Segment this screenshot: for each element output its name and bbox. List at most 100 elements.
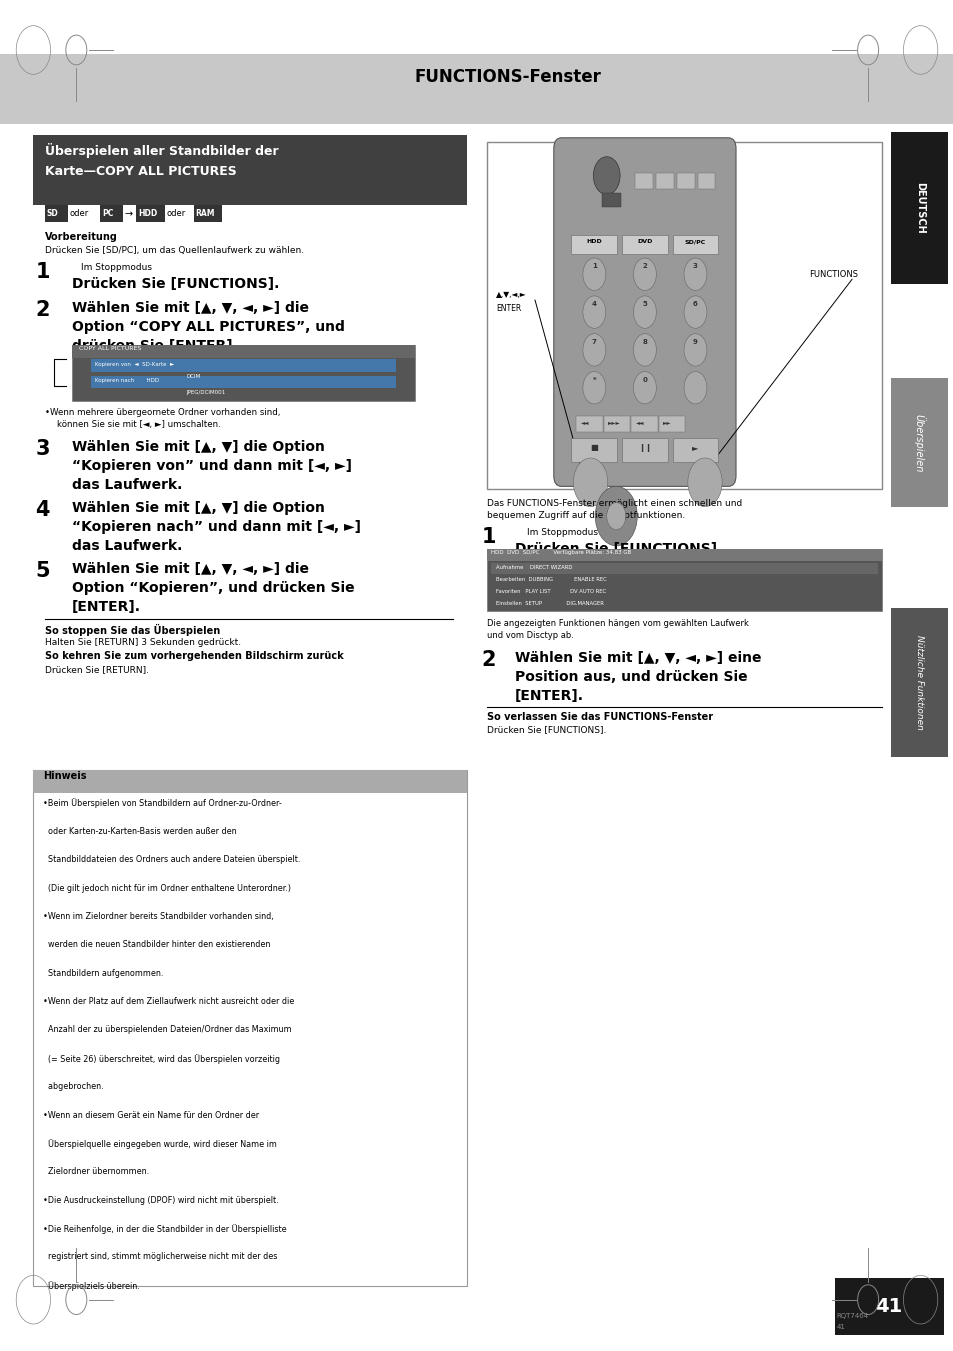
Bar bbox=[486, 549, 882, 561]
Text: “Kopieren nach” und dann mit [◄, ►]: “Kopieren nach” und dann mit [◄, ►] bbox=[71, 520, 360, 534]
Text: ENTER: ENTER bbox=[496, 304, 520, 313]
Text: ▲,▼,◄,►: ▲,▼,◄,► bbox=[496, 290, 526, 300]
Bar bbox=[635, 173, 652, 189]
Text: So stoppen Sie das Überspielen: So stoppen Sie das Überspielen bbox=[45, 624, 220, 636]
Text: Nützliche Funktionen: Nützliche Funktionen bbox=[914, 635, 923, 730]
Text: Überspielen: Überspielen bbox=[913, 413, 924, 473]
Text: ►►►: ►►► bbox=[608, 420, 620, 426]
Bar bbox=[571, 438, 617, 462]
Text: →: → bbox=[125, 209, 133, 219]
Text: bequemen Zugriff auf die Hauptfunktionen.: bequemen Zugriff auf die Hauptfunktionen… bbox=[486, 511, 684, 520]
Text: oder: oder bbox=[167, 209, 186, 219]
Text: •Die Reihenfolge, in der die Standbilder in der Überspielliste: •Die Reihenfolge, in der die Standbilder… bbox=[43, 1224, 286, 1233]
Text: Wählen Sie mit [▲, ▼, ◄, ►] die: Wählen Sie mit [▲, ▼, ◄, ►] die bbox=[71, 301, 308, 315]
Bar bbox=[491, 576, 877, 586]
Text: Karte—COPY ALL PICTURES: Karte—COPY ALL PICTURES bbox=[45, 165, 236, 178]
Circle shape bbox=[595, 486, 637, 546]
Text: 2: 2 bbox=[481, 650, 496, 670]
Text: DVD: DVD bbox=[637, 239, 652, 245]
Text: das Laufwerk.: das Laufwerk. bbox=[71, 539, 182, 553]
Bar bbox=[491, 563, 877, 574]
Bar bbox=[193, 205, 222, 222]
Circle shape bbox=[633, 296, 656, 328]
Bar bbox=[91, 376, 395, 388]
Text: Die angezeigten Funktionen hängen vom gewählten Laufwerk: Die angezeigten Funktionen hängen vom ge… bbox=[486, 619, 748, 628]
Bar bbox=[100, 205, 123, 222]
Text: [ENTER].: [ENTER]. bbox=[515, 689, 583, 703]
Text: So verlassen Sie das FUNCTIONS-Fenster: So verlassen Sie das FUNCTIONS-Fenster bbox=[486, 712, 712, 721]
Text: Standbilddateien des Ordners auch andere Dateien überspielt.: Standbilddateien des Ordners auch andere… bbox=[43, 855, 300, 865]
Text: JPEG/DCIM001: JPEG/DCIM001 bbox=[186, 390, 225, 396]
Text: Überspielen aller Standbilder der: Überspielen aller Standbilder der bbox=[45, 143, 278, 158]
Bar bbox=[491, 600, 877, 611]
Text: und vom Disctyp ab.: und vom Disctyp ab. bbox=[486, 631, 573, 640]
Circle shape bbox=[606, 503, 625, 530]
Text: ■: ■ bbox=[590, 443, 598, 453]
Text: Im Stoppmodus: Im Stoppmodus bbox=[526, 528, 597, 538]
Text: *: * bbox=[592, 377, 596, 382]
Text: ►►: ►► bbox=[662, 420, 671, 426]
Bar bbox=[136, 205, 165, 222]
Bar bbox=[601, 193, 620, 207]
Text: Drücken Sie [FUNCTIONS].: Drücken Sie [FUNCTIONS]. bbox=[71, 277, 278, 290]
Text: Bearbeiten  DUBBING             ENABLE REC: Bearbeiten DUBBING ENABLE REC bbox=[496, 577, 606, 582]
Text: 41: 41 bbox=[836, 1324, 844, 1329]
Text: FUNCTIONS: FUNCTIONS bbox=[809, 270, 858, 280]
Text: registriert sind, stimmt möglicherweise nicht mit der des: registriert sind, stimmt möglicherweise … bbox=[43, 1252, 277, 1262]
Text: Vorbereitung: Vorbereitung bbox=[45, 232, 117, 242]
Text: Hinweis: Hinweis bbox=[43, 771, 87, 781]
Text: FUNCTIONS-Fenster: FUNCTIONS-Fenster bbox=[415, 68, 601, 85]
Bar bbox=[672, 438, 718, 462]
Circle shape bbox=[683, 372, 706, 404]
Text: Einstellen  SETUP               DIG.MANAGER: Einstellen SETUP DIG.MANAGER bbox=[496, 601, 603, 607]
Circle shape bbox=[683, 258, 706, 290]
Text: 8: 8 bbox=[641, 339, 647, 345]
Bar bbox=[33, 770, 467, 1286]
Bar bbox=[486, 142, 882, 489]
Circle shape bbox=[633, 258, 656, 290]
Text: •Wenn an diesem Gerät ein Name für den Ordner der: •Wenn an diesem Gerät ein Name für den O… bbox=[43, 1111, 259, 1120]
Text: SD: SD bbox=[47, 209, 58, 219]
Circle shape bbox=[593, 157, 619, 195]
Bar bbox=[631, 416, 658, 432]
Text: oder: oder bbox=[70, 209, 89, 219]
Bar bbox=[672, 235, 718, 254]
Text: Kopieren nach       HDD: Kopieren nach HDD bbox=[95, 378, 159, 384]
Text: werden die neuen Standbilder hinter den existierenden: werden die neuen Standbilder hinter den … bbox=[43, 940, 270, 950]
Text: So kehren Sie zum vorhergehenden Bildschirm zurück: So kehren Sie zum vorhergehenden Bildsch… bbox=[45, 651, 343, 661]
Circle shape bbox=[687, 458, 721, 507]
Text: Wählen Sie mit [▲, ▼] die Option: Wählen Sie mit [▲, ▼] die Option bbox=[71, 440, 324, 454]
Text: 5: 5 bbox=[35, 561, 50, 581]
Text: ►: ► bbox=[692, 443, 698, 453]
Bar bbox=[33, 770, 467, 793]
Text: (Die gilt jedoch nicht für im Ordner enthaltene Unterordner.): (Die gilt jedoch nicht für im Ordner ent… bbox=[43, 884, 291, 893]
Text: Option “Kopieren”, und drücken Sie: Option “Kopieren”, und drücken Sie bbox=[71, 581, 354, 594]
Text: Aufnahme    DIRECT WIZARD: Aufnahme DIRECT WIZARD bbox=[496, 565, 572, 570]
Bar bbox=[491, 588, 877, 598]
Bar bbox=[677, 173, 694, 189]
Text: COPY ALL PICTURES: COPY ALL PICTURES bbox=[79, 346, 141, 351]
Text: 2: 2 bbox=[642, 263, 646, 269]
Text: 9: 9 bbox=[692, 339, 698, 345]
Text: Anzahl der zu überspielenden Dateien/Ordner das Maximum: Anzahl der zu überspielenden Dateien/Ord… bbox=[43, 1025, 292, 1035]
Bar bbox=[890, 608, 947, 757]
Text: Drücken Sie [SD/PC], um das Quellenlaufwerk zu wählen.: Drücken Sie [SD/PC], um das Quellenlaufw… bbox=[45, 246, 304, 255]
Circle shape bbox=[683, 334, 706, 366]
Text: (= Seite 26) überschreitet, wird das Überspielen vorzeitig: (= Seite 26) überschreitet, wird das Übe… bbox=[43, 1054, 279, 1063]
Text: 41: 41 bbox=[875, 1297, 902, 1316]
Text: 4: 4 bbox=[35, 500, 50, 520]
Text: Standbildern aufgenommen.: Standbildern aufgenommen. bbox=[43, 969, 163, 978]
Text: •Wenn mehrere übergeornete Ordner vorhanden sind,: •Wenn mehrere übergeornete Ordner vorhan… bbox=[45, 408, 280, 417]
Text: •Wenn im Zielordner bereits Standbilder vorhanden sind,: •Wenn im Zielordner bereits Standbilder … bbox=[43, 912, 274, 921]
Bar bbox=[0, 54, 953, 124]
Text: 1: 1 bbox=[35, 262, 50, 282]
Text: Drücken Sie [FUNCTIONS].: Drücken Sie [FUNCTIONS]. bbox=[486, 725, 605, 735]
Text: abgebrochen.: abgebrochen. bbox=[43, 1082, 104, 1092]
Text: RAM: RAM bbox=[195, 209, 214, 219]
Text: DEUTSCH: DEUTSCH bbox=[914, 182, 923, 234]
Text: Wählen Sie mit [▲, ▼, ◄, ►] die: Wählen Sie mit [▲, ▼, ◄, ►] die bbox=[71, 562, 308, 576]
Text: 1: 1 bbox=[591, 263, 597, 269]
Bar bbox=[576, 416, 602, 432]
Text: •Wenn der Platz auf dem Ziellaufwerk nicht ausreicht oder die: •Wenn der Platz auf dem Ziellaufwerk nic… bbox=[43, 997, 294, 1006]
Circle shape bbox=[683, 296, 706, 328]
